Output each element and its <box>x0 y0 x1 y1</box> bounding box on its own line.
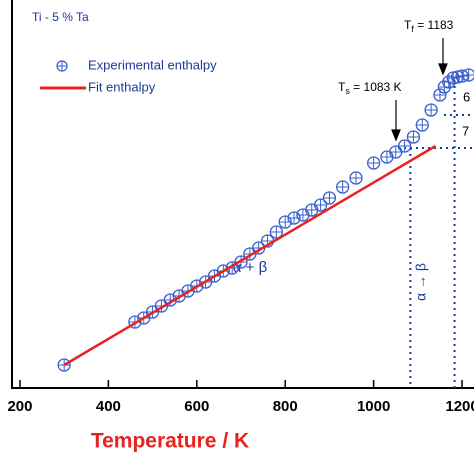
transition-label: α → β <box>413 263 429 301</box>
ts-main: T <box>338 80 346 94</box>
x-axis-label: Temperature / K <box>91 430 249 453</box>
cut-label: 6 <box>463 89 470 104</box>
data-point <box>415 118 429 132</box>
data-point <box>305 203 319 217</box>
tf-rest: = 1183 <box>414 18 454 32</box>
data-point <box>278 215 292 229</box>
chart-title: Ti - 5 % Ta <box>32 10 89 24</box>
data-point <box>397 139 412 153</box>
plot-frame <box>11 0 474 389</box>
legend-label: Fit enthalpy <box>88 79 156 94</box>
ts-label: Ts = 1083 K <box>338 80 402 96</box>
data-point <box>349 171 363 185</box>
point-cross <box>58 359 71 371</box>
point-cross <box>425 104 438 116</box>
data-point <box>380 150 394 164</box>
x-tick-label: 200 <box>7 398 32 415</box>
data-point <box>296 208 310 222</box>
point-cross <box>407 131 420 143</box>
tf-label: Tf = 1183 <box>404 18 454 34</box>
point-cross <box>323 192 336 204</box>
legend-label: Experimental enthalpy <box>88 57 217 72</box>
point-cross <box>336 181 349 193</box>
point-cross <box>296 209 309 221</box>
x-tick-label: 1200 <box>445 398 474 415</box>
data-point <box>437 80 452 94</box>
point-cross <box>314 199 327 211</box>
arrows <box>391 38 448 142</box>
data-point <box>269 225 284 239</box>
point-cross <box>456 70 469 82</box>
data-point <box>424 103 438 117</box>
point-cross <box>305 204 318 216</box>
legend-symbol <box>57 61 67 71</box>
point-cross <box>349 172 362 184</box>
data-point <box>322 191 337 205</box>
data-point <box>455 69 469 83</box>
fit-line <box>63 144 437 367</box>
data-point <box>366 156 381 170</box>
point-cross <box>389 146 402 158</box>
data-point <box>462 68 474 82</box>
data-point <box>336 180 350 194</box>
tf-main: T <box>404 18 412 32</box>
data-point <box>406 130 421 144</box>
point-cross <box>270 226 283 238</box>
tf-sub: f <box>411 24 414 34</box>
point-cross <box>398 140 411 152</box>
data-point <box>313 198 328 212</box>
cut-label: 7 <box>462 123 469 138</box>
x-tick-label: 800 <box>273 398 298 415</box>
x-tick-label: 1000 <box>357 398 390 415</box>
data-point <box>57 358 71 372</box>
ts-sub: s <box>345 86 350 96</box>
point-cross <box>416 119 429 131</box>
x-tick-label: 600 <box>184 398 209 415</box>
point-cross <box>380 151 393 163</box>
ts-rest: = 1083 K <box>350 80 402 94</box>
point-cross <box>367 157 380 169</box>
point-cross <box>462 69 474 81</box>
x-tick-label: 400 <box>96 398 121 415</box>
data-point <box>389 145 403 159</box>
